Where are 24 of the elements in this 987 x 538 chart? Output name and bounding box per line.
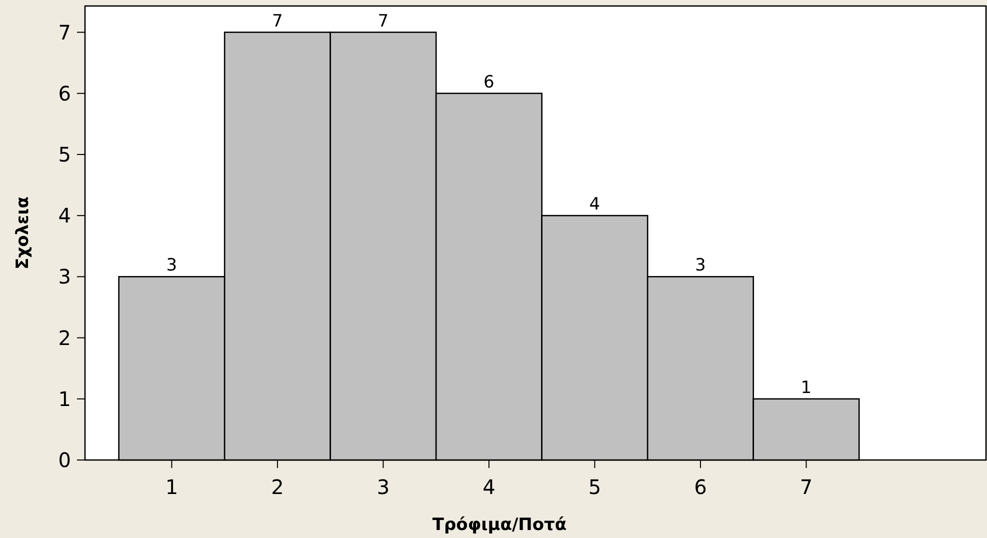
y-tick-label: 1 bbox=[58, 386, 71, 411]
data-label: 4 bbox=[589, 194, 600, 215]
y-tick-label: 6 bbox=[58, 81, 71, 106]
data-label: 6 bbox=[484, 72, 494, 92]
x-tick-label: 2 bbox=[271, 475, 284, 499]
data-label: 1 bbox=[800, 378, 812, 398]
x-tick-label: 3 bbox=[376, 475, 390, 499]
y-tick-label: 0 bbox=[58, 448, 71, 472]
x-tick-label: 1 bbox=[165, 475, 178, 499]
y-tick-label: 5 bbox=[58, 142, 71, 166]
y-axis-title: Σχολεια bbox=[13, 196, 33, 270]
data-label: 3 bbox=[695, 256, 706, 276]
y-tick-label: 3 bbox=[58, 264, 71, 289]
data-label: 3 bbox=[166, 256, 178, 276]
x-tick-label: 7 bbox=[800, 475, 813, 499]
y-tick-label: 2 bbox=[58, 326, 71, 350]
x-axis-title: Τρόφιμα/Ποτά bbox=[432, 515, 567, 535]
x-tick-label: 4 bbox=[482, 475, 496, 499]
x-tick-label: 6 bbox=[694, 475, 707, 499]
data-label: 7 bbox=[272, 11, 283, 32]
y-tick-label: 4 bbox=[58, 204, 71, 228]
data-label: 7 bbox=[378, 11, 389, 32]
x-tick-label: 5 bbox=[588, 475, 602, 499]
y-tick-label: 7 bbox=[58, 20, 71, 44]
